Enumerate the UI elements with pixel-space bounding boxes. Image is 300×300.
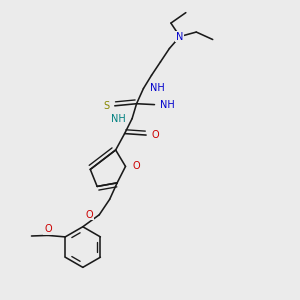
Text: O: O (85, 210, 93, 220)
Text: NH: NH (150, 83, 165, 94)
Text: O: O (44, 224, 52, 234)
Text: NH: NH (160, 100, 175, 110)
Text: O: O (132, 161, 140, 171)
Text: NH: NH (111, 114, 125, 124)
Text: S: S (103, 101, 110, 111)
Text: O: O (152, 130, 159, 140)
Text: N: N (176, 32, 184, 41)
